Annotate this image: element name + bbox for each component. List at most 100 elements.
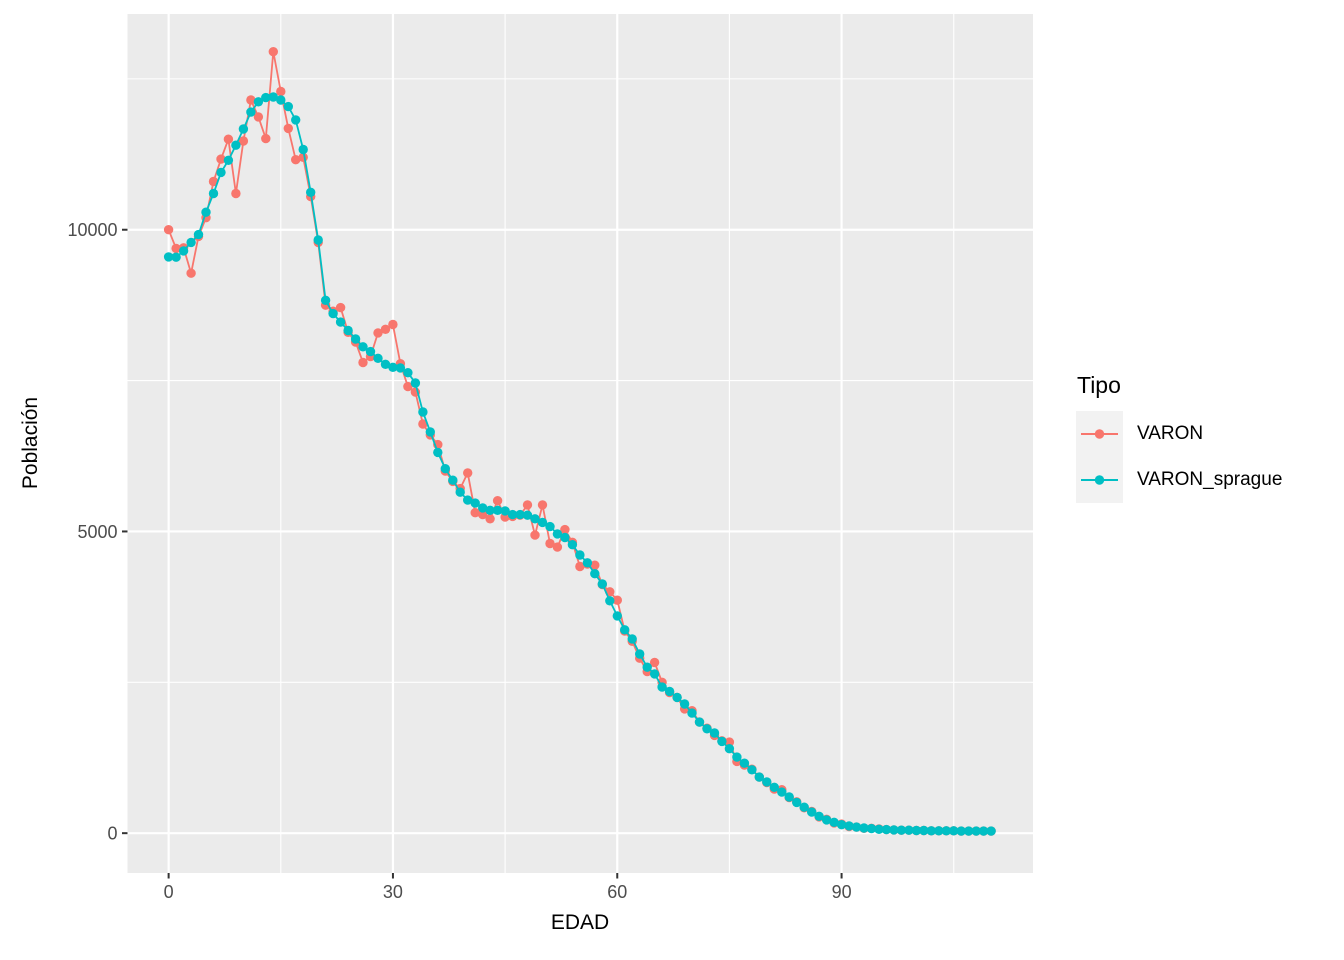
data-point <box>470 508 480 518</box>
data-point <box>186 268 196 278</box>
data-point <box>836 820 847 830</box>
data-point <box>403 368 413 378</box>
x-tick-label: 0 <box>164 882 174 902</box>
data-point <box>709 728 720 738</box>
data-point <box>246 107 256 117</box>
data-point <box>171 243 181 254</box>
data-point <box>874 824 884 834</box>
data-point <box>440 464 450 474</box>
data-point <box>231 188 241 199</box>
data-point <box>739 758 750 768</box>
data-point <box>851 822 862 832</box>
data-point <box>896 825 907 835</box>
data-point <box>492 496 503 506</box>
legend-glyph-varon-sprague-icon <box>1081 475 1118 485</box>
x-tick-label: 90 <box>832 882 852 902</box>
data-point <box>261 92 271 103</box>
data-point <box>163 252 174 262</box>
data-point <box>590 569 600 579</box>
data-point <box>829 817 839 827</box>
data-point <box>821 815 832 825</box>
y-tick-label: 0 <box>107 823 117 843</box>
data-point <box>208 188 219 199</box>
data-point <box>410 378 421 388</box>
data-point <box>380 359 391 369</box>
x-tick-labels: 0 30 60 90 <box>164 882 852 902</box>
data-point <box>403 381 413 392</box>
data-point <box>246 95 256 105</box>
data-point <box>223 155 234 165</box>
x-tick-label: 30 <box>383 882 403 902</box>
data-point <box>560 532 570 543</box>
axis-ticks <box>122 228 843 879</box>
data-point <box>537 517 548 528</box>
data-point <box>380 324 391 334</box>
data-point <box>635 649 645 659</box>
data-point <box>814 811 824 821</box>
data-point <box>216 154 226 164</box>
data-point <box>463 468 473 478</box>
y-tick-label: 10000 <box>67 220 117 240</box>
data-point <box>724 744 735 754</box>
data-point <box>373 353 383 363</box>
data-point <box>784 792 794 802</box>
data-point <box>949 826 959 836</box>
data-point <box>515 509 525 520</box>
data-point <box>986 826 996 836</box>
data-point <box>328 308 338 319</box>
data-point <box>395 363 406 373</box>
legend-key-varon <box>1076 411 1123 457</box>
x-tick-label: 60 <box>607 882 627 902</box>
data-point <box>365 346 376 357</box>
data-point <box>291 115 301 125</box>
data-point <box>941 826 951 836</box>
data-point <box>777 787 787 797</box>
data-point <box>507 509 518 520</box>
data-point <box>335 317 346 327</box>
data-point <box>687 708 697 718</box>
data-point <box>238 136 249 146</box>
data-point <box>627 634 637 644</box>
data-point <box>418 419 428 429</box>
data-point <box>448 475 458 485</box>
data-point <box>522 500 533 510</box>
data-point <box>582 558 593 568</box>
data-point <box>433 447 443 458</box>
data-point <box>283 123 293 134</box>
data-point <box>956 826 966 836</box>
data-point <box>567 540 578 550</box>
data-point <box>702 724 712 734</box>
legend-key-varon-sprague <box>1076 457 1123 503</box>
data-point <box>208 176 219 187</box>
y-axis-title: Población <box>19 396 42 490</box>
data-point <box>238 124 249 134</box>
data-point <box>373 328 383 338</box>
data-point <box>343 325 353 336</box>
data-point <box>978 826 989 836</box>
data-point <box>926 826 936 836</box>
data-point <box>649 657 660 668</box>
data-point <box>530 514 540 524</box>
data-point <box>717 736 727 747</box>
data-point <box>672 692 682 703</box>
data-point <box>664 686 675 697</box>
data-point <box>889 825 899 835</box>
data-point <box>537 500 548 510</box>
legend-entry-varon: VARON <box>1076 411 1282 457</box>
data-point <box>276 95 286 105</box>
data-point <box>253 97 264 107</box>
data-point <box>762 777 772 787</box>
grid-minor <box>127 14 1033 873</box>
data-point <box>291 155 301 165</box>
data-point <box>485 514 495 524</box>
data-point <box>859 823 869 833</box>
data-point <box>268 47 278 57</box>
data-point <box>881 824 892 835</box>
legend-title: Tipo <box>1077 372 1121 398</box>
data-point <box>642 662 652 672</box>
data-point <box>747 765 757 775</box>
data-point <box>216 167 226 178</box>
data-point <box>866 823 877 834</box>
